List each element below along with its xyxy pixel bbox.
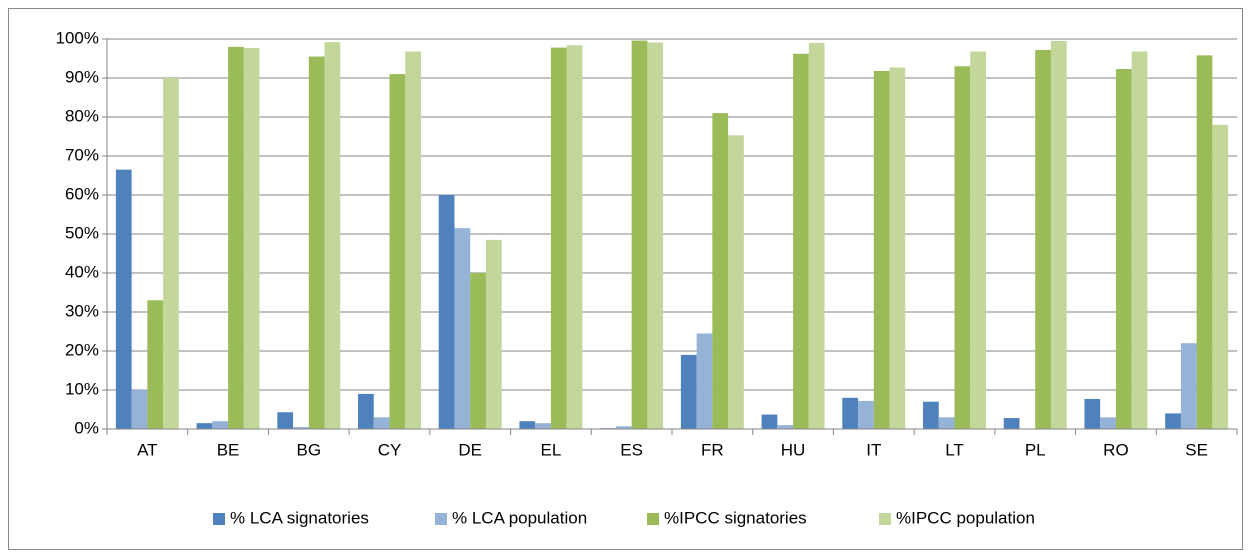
x-tick-label: EL xyxy=(541,440,562,459)
legend-label: %IPCC population xyxy=(896,508,1035,527)
legend-swatch xyxy=(647,513,659,525)
bar xyxy=(115,169,132,429)
y-tick-label: 100% xyxy=(56,28,99,47)
bar xyxy=(373,417,390,429)
bar xyxy=(212,421,229,429)
bar xyxy=(1115,69,1132,429)
bar xyxy=(131,390,148,429)
bar xyxy=(438,195,455,429)
bar xyxy=(324,42,341,430)
x-tick-label: FR xyxy=(701,440,724,459)
bar xyxy=(954,66,971,430)
bar xyxy=(1180,343,1197,429)
x-tick-label: BE xyxy=(217,440,240,459)
legend-label: % LCA population xyxy=(452,508,587,527)
bar xyxy=(842,397,859,429)
y-tick-label: 40% xyxy=(65,262,99,281)
bar xyxy=(712,113,729,429)
bar xyxy=(938,417,955,429)
x-tick-label: BG xyxy=(297,440,322,459)
y-tick-label: 80% xyxy=(65,106,99,125)
bar xyxy=(277,412,294,429)
bar xyxy=(970,51,986,429)
bar xyxy=(1035,49,1051,430)
bar xyxy=(293,427,309,429)
y-tick-label: 20% xyxy=(65,340,99,359)
bar xyxy=(777,425,794,429)
legend-label: % LCA signatories xyxy=(230,508,369,527)
y-tick-label: 60% xyxy=(65,184,99,203)
bar xyxy=(454,228,471,429)
legend-label: %IPCC signatories xyxy=(664,508,807,527)
y-tick-label: 50% xyxy=(65,223,99,242)
bar xyxy=(631,40,648,430)
y-tick-label: 90% xyxy=(65,67,99,86)
bar xyxy=(566,45,583,430)
bar xyxy=(163,78,179,429)
x-tick-label: LT xyxy=(945,440,964,459)
bar xyxy=(389,74,406,429)
y-tick-label: 0% xyxy=(74,418,99,437)
x-tick-label: IT xyxy=(866,440,881,459)
bar xyxy=(615,426,632,429)
legend-swatch xyxy=(213,513,225,525)
x-tick-label: ES xyxy=(620,440,643,459)
y-tick-label: 70% xyxy=(65,145,99,164)
x-tick-label: AT xyxy=(137,440,157,459)
bar xyxy=(1100,417,1116,429)
bar xyxy=(1050,40,1067,429)
bar xyxy=(1084,398,1101,429)
bar xyxy=(793,53,809,429)
bar xyxy=(243,47,260,429)
bar xyxy=(761,414,778,429)
bar xyxy=(1196,55,1213,429)
bar xyxy=(519,421,536,429)
bar xyxy=(470,273,486,429)
x-tick-label: PL xyxy=(1025,440,1046,459)
x-tick-label: HU xyxy=(781,440,806,459)
bar xyxy=(1212,124,1229,430)
bar xyxy=(535,423,551,429)
bar xyxy=(647,42,664,429)
legend-swatch xyxy=(435,513,447,525)
x-tick-label: RO xyxy=(1103,440,1129,459)
bar xyxy=(358,393,374,429)
bar xyxy=(1003,418,1020,429)
bar xyxy=(858,400,874,429)
x-tick-label: SE xyxy=(1185,440,1208,459)
bar xyxy=(485,239,502,429)
bar xyxy=(1131,51,1148,429)
bar xyxy=(680,354,697,429)
bar xyxy=(196,423,213,429)
bar xyxy=(728,135,744,429)
bar xyxy=(228,46,244,430)
bar xyxy=(696,333,713,429)
bar xyxy=(1165,413,1181,429)
bar xyxy=(923,401,939,429)
bar xyxy=(808,42,825,430)
bar xyxy=(147,300,164,429)
bar xyxy=(889,67,906,429)
y-tick-label: 10% xyxy=(65,379,99,398)
y-tick-label: 30% xyxy=(65,301,99,320)
bar xyxy=(873,70,890,429)
x-tick-label: DE xyxy=(458,440,482,459)
legend-swatch xyxy=(879,513,891,525)
x-tick-label: CY xyxy=(378,440,402,459)
bar xyxy=(308,56,325,430)
bar xyxy=(405,51,421,429)
bar xyxy=(550,47,567,430)
